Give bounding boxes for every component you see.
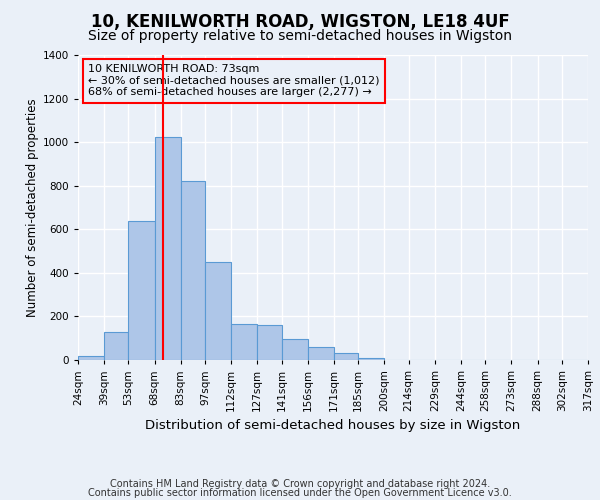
Y-axis label: Number of semi-detached properties: Number of semi-detached properties [26,98,38,317]
Bar [257,325,281,360]
Text: 10 KENILWORTH ROAD: 73sqm
← 30% of semi-detached houses are smaller (1,012)
68% : 10 KENILWORTH ROAD: 73sqm ← 30% of semi-… [88,64,380,98]
Text: Contains HM Land Registry data © Crown copyright and database right 2024.: Contains HM Land Registry data © Crown c… [110,479,490,489]
Text: 10, KENILWORTH ROAD, WIGSTON, LE18 4UF: 10, KENILWORTH ROAD, WIGSTON, LE18 4UF [91,12,509,30]
Bar [181,182,205,360]
Bar [281,340,308,360]
Bar [128,220,155,360]
Bar [78,356,104,360]
Text: Contains public sector information licensed under the Open Government Licence v3: Contains public sector information licen… [88,488,512,498]
Bar [205,262,231,360]
X-axis label: Distribution of semi-detached houses by size in Wigston: Distribution of semi-detached houses by … [145,420,521,432]
Bar [358,358,385,360]
Bar [308,347,334,360]
Bar [155,136,181,360]
Bar [334,354,358,360]
Text: Size of property relative to semi-detached houses in Wigston: Size of property relative to semi-detach… [88,29,512,43]
Bar [231,324,257,360]
Bar [104,332,128,360]
